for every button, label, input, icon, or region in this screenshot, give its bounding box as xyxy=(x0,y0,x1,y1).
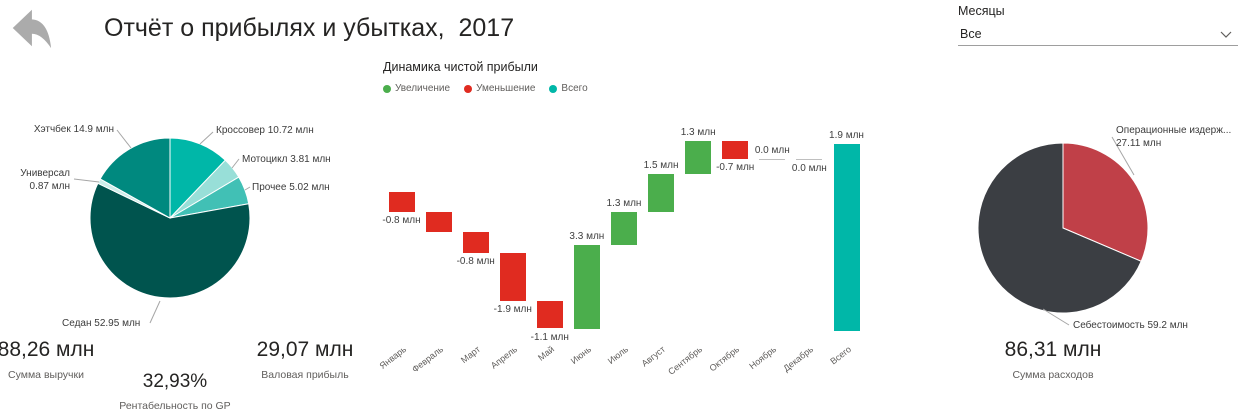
chart-legend: Увеличение Уменьшение Всего xyxy=(383,83,865,94)
waterfall-bar-Сентябрь[interactable] xyxy=(685,141,712,175)
expenses_pie-svg: Операционные издерж... 27.11 млн Себестоим… xyxy=(977,125,1231,331)
kpi-label: Сумма выручки xyxy=(8,369,84,381)
kpi-value: 86,31 млн xyxy=(1004,338,1102,361)
expenses-pie-chart: Операционные издерж... 27.11 млн Себестоим… xyxy=(930,95,1242,347)
waterfall-bar-Ноябрь[interactable] xyxy=(759,159,786,160)
revenue-pie-chart: Кроссовер 10.72 млн Мотоцикл 3.81 млн Проч… xyxy=(0,95,370,347)
label-leader-line xyxy=(73,178,100,183)
pie-label: Себестоимость 59.2 млн xyxy=(1073,319,1188,331)
pie-label: Хэтчбек 14.9 млн xyxy=(34,123,114,135)
waterfall-bar-label: -0.8 млн xyxy=(456,255,495,267)
waterfall-bar-Всего[interactable] xyxy=(833,143,860,331)
pie-label: Прочее 5.02 млн xyxy=(252,182,330,193)
months-slicer: Месяцы Все xyxy=(958,4,1238,46)
pie-slice-Седан[interactable] xyxy=(89,182,251,299)
waterfall-bar-label: 0.0 млн xyxy=(791,163,827,174)
pie-slice-Хэтчбек[interactable] xyxy=(99,137,171,219)
kpi-card-revenue: 88,26 млн Сумма выручки xyxy=(0,338,102,381)
waterfall-bar-Февраль[interactable] xyxy=(425,212,452,233)
label-leader-line xyxy=(116,129,132,149)
kpi-label: Рентабельность по GP xyxy=(119,400,231,412)
kpi-card-gp-margin: 32,93% Рентабельность по GP xyxy=(100,371,250,412)
net-profit-waterfall-chart: Динамика чистой прибыли Увеличение Уменьш… xyxy=(377,60,865,420)
legend-item-Всего[interactable]: Всего xyxy=(549,83,588,94)
label-leader-line xyxy=(231,158,240,169)
kpi-card-expenses: 86,31 млн Сумма расходов xyxy=(994,338,1112,381)
waterfall-bar-Март[interactable] xyxy=(462,232,489,253)
waterfall-bar-label: 3.3 млн xyxy=(569,231,605,242)
pie-label: 27.11 млн xyxy=(1116,138,1161,149)
label-leader-line xyxy=(199,131,214,145)
legend-label: Увеличение xyxy=(395,83,451,94)
back-arrow-icon xyxy=(12,9,52,49)
waterfall-bar-label: 1.9 млн xyxy=(829,129,864,141)
legend-dot xyxy=(383,84,391,93)
kpi-value: 32,93% xyxy=(142,371,208,392)
waterfall-bar-label: 1.3 млн xyxy=(606,198,642,210)
waterfall-bar-Апрель[interactable] xyxy=(499,252,526,301)
waterfall-bar-Май[interactable] xyxy=(536,300,563,329)
waterfall-bar-label: 1.3 млн xyxy=(680,127,716,139)
kpi-label: Валовая прибыль xyxy=(261,369,349,381)
waterfall-bar-Декабрь[interactable] xyxy=(796,159,823,160)
waterfall-bar-label: -0.7 млн xyxy=(716,162,755,173)
pie-label: Мотоцикл 3.81 млн xyxy=(242,154,331,165)
legend-label: Всего xyxy=(561,83,588,94)
label-leader-line xyxy=(1111,136,1135,176)
pie-slice-Кроссовер[interactable] xyxy=(169,137,227,220)
revenue_pie-svg: Кроссовер 10.72 млн Мотоцикл 3.81 млн Проч… xyxy=(20,123,331,329)
pie-label: Седан 52.95 млн xyxy=(62,318,140,329)
legend-dot xyxy=(464,84,473,93)
kpi-card-gross-profit: 29,07 млн Валовая прибыль xyxy=(246,338,364,381)
waterfall-bar-Январь[interactable] xyxy=(388,191,415,213)
kpi-value: 29,07 млн xyxy=(256,338,354,361)
waterfall-bar-label: -0.8 млн xyxy=(382,215,421,227)
pie-slice-Операционные издержки[interactable] xyxy=(1062,142,1149,262)
waterfall-bar-label: -1.9 млн xyxy=(493,303,532,315)
waterfall-bar-label: -1.1 млн xyxy=(530,331,569,343)
pie-label: 0.87 млн xyxy=(30,181,70,192)
label-leader-line xyxy=(244,186,251,191)
kpi-value: 88,26 млн xyxy=(0,338,95,361)
label-leader-line xyxy=(1042,308,1070,326)
kpi-label: Сумма расходов xyxy=(1012,369,1094,381)
pie-slice-Себестоимость[interactable] xyxy=(977,142,1142,314)
waterfall-bar-Август[interactable] xyxy=(648,174,675,213)
slicer-value: Все xyxy=(960,27,982,41)
slicer-dropdown[interactable]: Все xyxy=(958,23,1238,46)
page-title: Отчёт о прибылях и убытках, 2017 xyxy=(104,14,515,42)
pie-label: Кроссовер 10.72 млн xyxy=(216,125,314,136)
back-button[interactable] xyxy=(6,5,54,51)
waterfall-bar-Июнь[interactable] xyxy=(573,245,600,329)
pie-label: Универсал xyxy=(20,168,70,179)
waterfall-bar-Июль[interactable] xyxy=(611,212,637,245)
label-leader-line xyxy=(149,300,161,324)
waterfall-plot-area: -0.8 млн Январь Февраль -0.8 млн Март -1.9 мл… xyxy=(377,116,865,376)
waterfall-bar-Октябрь[interactable] xyxy=(722,141,749,159)
legend-item-Увеличение[interactable]: Увеличение xyxy=(383,83,450,94)
chart-title: Динамика чистой прибыли xyxy=(383,60,538,74)
pie-label: Операционные издерж... xyxy=(1116,125,1231,136)
waterfall-bar-label: 0.0 млн xyxy=(754,145,790,156)
waterfall-bar-label: 1.5 млн xyxy=(643,160,679,172)
chevron-down-icon xyxy=(1220,31,1232,38)
legend-item-Уменьшение[interactable]: Уменьшение xyxy=(464,83,535,94)
slicer-title: Месяцы xyxy=(958,4,1005,18)
legend-label: Уменьшение xyxy=(476,83,536,94)
legend-dot xyxy=(549,84,558,93)
